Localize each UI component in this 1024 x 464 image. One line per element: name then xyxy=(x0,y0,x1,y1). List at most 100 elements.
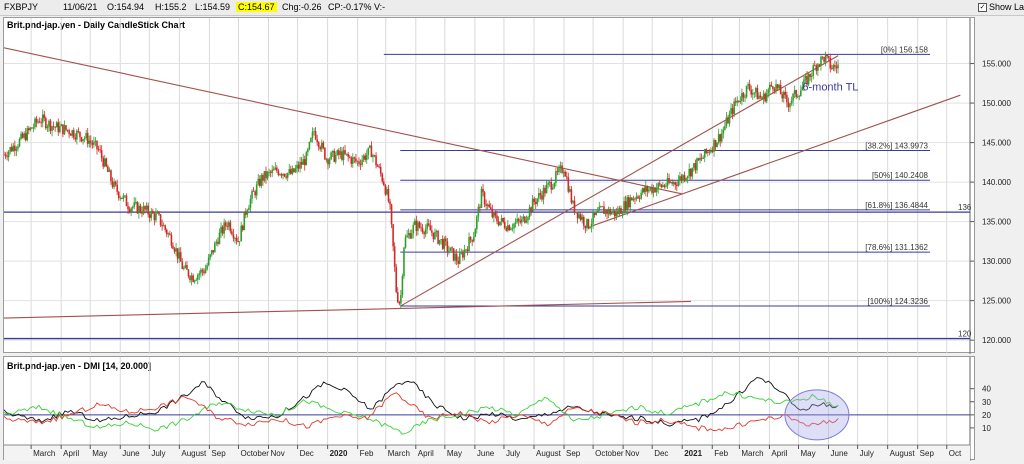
candle-body xyxy=(226,226,229,227)
candle-body xyxy=(288,169,291,173)
candle-body xyxy=(179,252,182,262)
candle-body xyxy=(440,239,442,240)
candle-body xyxy=(683,175,686,181)
candle-body xyxy=(668,178,670,183)
fib-level-label: [50%] 140.2408 xyxy=(872,171,929,180)
candle-body xyxy=(361,159,363,165)
candle-body xyxy=(477,206,480,217)
candle xyxy=(693,162,695,172)
candle xyxy=(719,133,722,147)
candle xyxy=(282,173,284,180)
candle xyxy=(445,235,447,246)
candle-body xyxy=(170,234,173,246)
candle-body xyxy=(415,220,418,232)
candle xyxy=(637,194,639,200)
candle-body xyxy=(784,91,787,95)
candle-body xyxy=(826,55,828,56)
show-last-checkbox[interactable]: ✓ xyxy=(978,3,987,12)
candle xyxy=(520,216,523,227)
candle xyxy=(496,210,498,225)
candle xyxy=(441,235,444,251)
candle-body xyxy=(34,118,36,128)
candle-body xyxy=(165,229,168,235)
candle-body xyxy=(770,84,773,87)
candle-body xyxy=(645,186,647,192)
candle-body xyxy=(689,168,692,177)
candle xyxy=(348,155,351,159)
candle-body xyxy=(283,173,286,177)
candle xyxy=(28,126,30,135)
candle-body xyxy=(429,225,432,231)
trend-line xyxy=(4,47,683,195)
candle-body xyxy=(245,211,247,215)
candle xyxy=(293,168,295,173)
candle-body xyxy=(452,248,455,261)
candle xyxy=(196,273,199,285)
candle xyxy=(663,183,666,189)
candle-body xyxy=(184,265,187,268)
candle xyxy=(542,184,545,205)
candle xyxy=(733,98,735,118)
candle xyxy=(40,118,43,128)
candle-body xyxy=(662,185,664,187)
candle-body xyxy=(263,171,266,181)
candle xyxy=(786,91,788,108)
show-last-label[interactable]: Show Last xyxy=(989,2,1024,12)
candle xyxy=(479,204,481,213)
candle xyxy=(277,168,280,177)
candle xyxy=(341,147,343,162)
candle-body xyxy=(327,159,329,165)
candle xyxy=(652,184,655,198)
candle xyxy=(761,96,763,100)
candle-body xyxy=(268,171,270,173)
candle-body xyxy=(21,133,24,138)
candle-body xyxy=(187,269,190,277)
candle-body xyxy=(807,73,810,85)
candle xyxy=(248,204,250,211)
candle-body xyxy=(660,184,663,187)
candle xyxy=(406,230,408,238)
candle-body xyxy=(311,131,314,139)
candle xyxy=(76,129,78,145)
candle-body xyxy=(803,79,805,87)
candle-body xyxy=(238,241,241,243)
candle xyxy=(722,126,725,139)
candle xyxy=(815,63,818,75)
candle xyxy=(655,183,658,197)
candle xyxy=(779,79,782,95)
candle xyxy=(613,210,616,221)
candle-body xyxy=(158,212,160,215)
candle xyxy=(331,150,334,158)
candle-body xyxy=(474,229,477,238)
candle-body xyxy=(643,188,646,192)
candle-body xyxy=(573,200,576,213)
candle-body xyxy=(169,233,171,235)
candle xyxy=(198,270,201,280)
candle-body xyxy=(558,167,560,173)
candle xyxy=(254,189,256,199)
candle-body xyxy=(352,157,354,164)
candle-body xyxy=(821,56,824,58)
candle xyxy=(271,165,273,177)
candle-body xyxy=(693,163,695,168)
candle-body xyxy=(676,184,678,186)
candle xyxy=(784,87,787,99)
candle-body xyxy=(387,188,390,202)
candle-body xyxy=(787,102,790,108)
candle-body xyxy=(345,153,348,155)
candle-body xyxy=(635,196,638,200)
candle-body xyxy=(834,65,836,67)
candle-body xyxy=(818,64,821,66)
candle xyxy=(534,197,537,210)
candle-body xyxy=(657,183,660,189)
candle-body xyxy=(499,221,501,226)
candle-body xyxy=(299,161,301,169)
candle xyxy=(524,216,526,224)
x-tick-label: Feb xyxy=(360,449,374,458)
candle-body xyxy=(445,238,447,242)
candle-body xyxy=(373,155,376,157)
candle-body xyxy=(97,149,100,151)
candle xyxy=(742,91,745,102)
candle xyxy=(203,268,205,276)
candle-body xyxy=(308,142,311,150)
